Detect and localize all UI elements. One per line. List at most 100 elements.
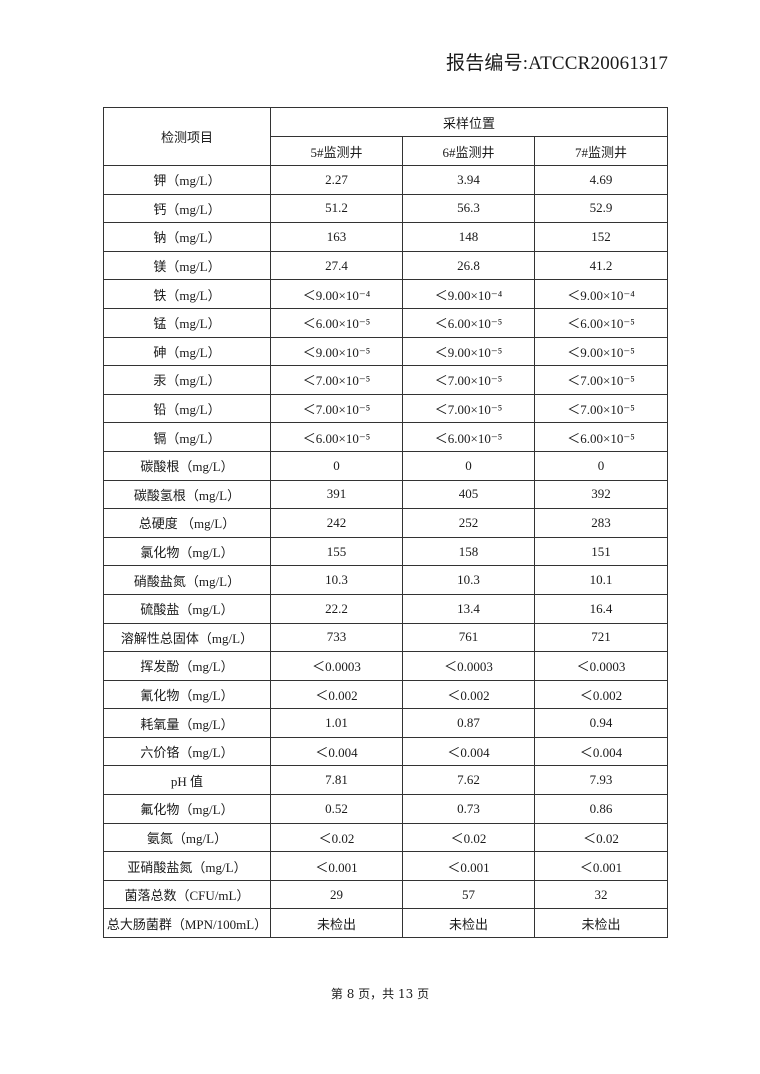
value-cell: 0.52 (270, 794, 403, 824)
location-header: 5#监测井 (270, 136, 403, 166)
item-cell: 氰化物（mg/L） (103, 679, 271, 710)
value-cell: 0.94 (534, 708, 668, 738)
value-cell: 13.4 (402, 593, 535, 624)
value-cell: 7.62 (402, 765, 535, 796)
value-cell: 10.3 (270, 565, 403, 595)
value-cell: ＜6.00×10⁻⁵ (534, 422, 668, 452)
table-row: 总大肠菌群（MPN/100mL） 未检出 未检出 未检出 (103, 908, 668, 939)
item-cell: pH 值 (103, 765, 271, 796)
item-cell: 汞（mg/L） (103, 365, 271, 395)
table-row: 铅（mg/L） ＜7.00×10⁻⁵ ＜7.00×10⁻⁵ ＜7.00×10⁻⁵ (103, 393, 668, 424)
value-cell: 158 (402, 536, 535, 567)
value-cell: ＜9.00×10⁻⁴ (534, 279, 668, 309)
item-cell: 氟化物（mg/L） (103, 794, 271, 824)
value-cell: 283 (534, 508, 668, 538)
table-body: 钾（mg/L） 2.27 3.94 4.69 钙（mg/L） 51.2 56.3 52.9 钠（… (103, 165, 668, 939)
value-cell: 32 (534, 879, 668, 910)
value-cell: 29 (270, 879, 403, 910)
value-cell: 52.9 (534, 193, 668, 224)
item-cell: 氨氮（mg/L） (103, 822, 271, 853)
sampling-location-header: 采样位置 (270, 107, 668, 137)
value-cell: ＜0.0003 (534, 651, 668, 681)
value-cell: ＜0.002 (534, 679, 668, 710)
value-cell: ＜0.004 (534, 736, 668, 767)
value-cell: 1.01 (270, 708, 403, 738)
table-row: 六价铬（mg/L） ＜0.004 ＜0.004 ＜0.004 (103, 736, 668, 767)
table-row: 挥发酚（mg/L） ＜0.0003 ＜0.0003 ＜0.0003 (103, 651, 668, 681)
table-row: 钠（mg/L） 163 148 152 (103, 222, 668, 252)
item-cell: 硫酸盐（mg/L） (103, 593, 271, 624)
value-cell: 163 (270, 222, 403, 252)
item-cell: 镁（mg/L） (103, 250, 271, 281)
value-cell: ＜0.02 (534, 822, 668, 853)
value-cell: ＜0.001 (402, 851, 535, 881)
table-row: 钾（mg/L） 2.27 3.94 4.69 (103, 165, 668, 195)
report-number: 报告编号:ATCCR20061317 (446, 53, 669, 74)
value-cell: 7.93 (534, 765, 668, 796)
value-cell: 27.4 (270, 250, 403, 281)
value-cell: 2.27 (270, 165, 403, 195)
location-header: 7#监测井 (534, 136, 668, 166)
value-cell: 57 (402, 879, 535, 910)
value-cell: ＜9.00×10⁻⁴ (402, 279, 535, 309)
value-cell: 761 (402, 622, 535, 653)
table-row: 砷（mg/L） ＜9.00×10⁻⁵ ＜9.00×10⁻⁵ ＜9.00×10⁻⁵ (103, 336, 668, 367)
value-cell: 721 (534, 622, 668, 653)
value-cell: 4.69 (534, 165, 668, 195)
table-row: 耗氧量（mg/L） 1.01 0.87 0.94 (103, 708, 668, 738)
value-cell: 252 (402, 508, 535, 538)
table-row: 氟化物（mg/L） 0.52 0.73 0.86 (103, 794, 668, 824)
value-cell: 152 (534, 222, 668, 252)
value-cell: 148 (402, 222, 535, 252)
table-row: 氰化物（mg/L） ＜0.002 ＜0.002 ＜0.002 (103, 679, 668, 710)
value-cell: 7.81 (270, 765, 403, 796)
item-cell: 铅（mg/L） (103, 393, 271, 424)
value-cell: 405 (402, 479, 535, 510)
item-cell: 硝酸盐氮（mg/L） (103, 565, 271, 595)
table-row: 锰（mg/L） ＜6.00×10⁻⁵ ＜6.00×10⁻⁵ ＜6.00×10⁻⁵ (103, 307, 668, 338)
value-cell: 26.8 (402, 250, 535, 281)
item-cell: 氯化物（mg/L） (103, 536, 271, 567)
item-cell: 亚硝酸盐氮（mg/L） (103, 851, 271, 881)
item-cell: 总大肠菌群（MPN/100mL） (103, 908, 271, 939)
table-row: 汞（mg/L） ＜7.00×10⁻⁵ ＜7.00×10⁻⁵ ＜7.00×10⁻⁵ (103, 365, 668, 395)
item-cell: 碳酸氢根（mg/L） (103, 479, 271, 510)
value-cell: ＜0.002 (402, 679, 535, 710)
value-cell: ＜0.004 (402, 736, 535, 767)
value-cell: ＜0.02 (270, 822, 403, 853)
table-row: 碳酸根（mg/L） 0 0 0 (103, 450, 668, 481)
table-row: 硝酸盐氮（mg/L） 10.3 10.3 10.1 (103, 565, 668, 595)
value-cell: 未检出 (534, 908, 668, 939)
value-cell: 10.3 (402, 565, 535, 595)
item-cell: 锰（mg/L） (103, 307, 271, 338)
table-row: 镉（mg/L） ＜6.00×10⁻⁵ ＜6.00×10⁻⁵ ＜6.00×10⁻⁵ (103, 422, 668, 452)
value-cell: ＜9.00×10⁻⁵ (270, 336, 403, 367)
value-cell: ＜0.001 (270, 851, 403, 881)
value-cell: ＜0.0003 (402, 651, 535, 681)
value-cell: 0 (270, 450, 403, 481)
item-cell: 菌落总数（CFU/mL） (103, 879, 271, 910)
value-cell: 未检出 (270, 908, 403, 939)
value-cell: 392 (534, 479, 668, 510)
value-cell: 51.2 (270, 193, 403, 224)
value-cell: ＜9.00×10⁻⁵ (534, 336, 668, 367)
value-cell: ＜7.00×10⁻⁵ (270, 393, 403, 424)
item-cell: 砷（mg/L） (103, 336, 271, 367)
value-cell: ＜0.0003 (270, 651, 403, 681)
value-cell: ＜7.00×10⁻⁵ (402, 365, 535, 395)
value-cell: ＜0.001 (534, 851, 668, 881)
value-cell: 10.1 (534, 565, 668, 595)
value-cell: ＜6.00×10⁻⁵ (534, 307, 668, 338)
table-row: 镁（mg/L） 27.4 26.8 41.2 (103, 250, 668, 281)
value-cell: ＜9.00×10⁻⁵ (402, 336, 535, 367)
value-cell: ＜6.00×10⁻⁵ (402, 422, 535, 452)
item-cell: 总硬度 （mg/L） (103, 508, 271, 538)
table-row: pH 值 7.81 7.62 7.93 (103, 765, 668, 796)
item-cell: 溶解性总固体（mg/L） (103, 622, 271, 653)
value-cell: 391 (270, 479, 403, 510)
table-row: 总硬度 （mg/L） 242 252 283 (103, 508, 668, 538)
value-cell: 41.2 (534, 250, 668, 281)
value-cell: 0.73 (402, 794, 535, 824)
item-cell: 镉（mg/L） (103, 422, 271, 452)
value-cell: 733 (270, 622, 403, 653)
